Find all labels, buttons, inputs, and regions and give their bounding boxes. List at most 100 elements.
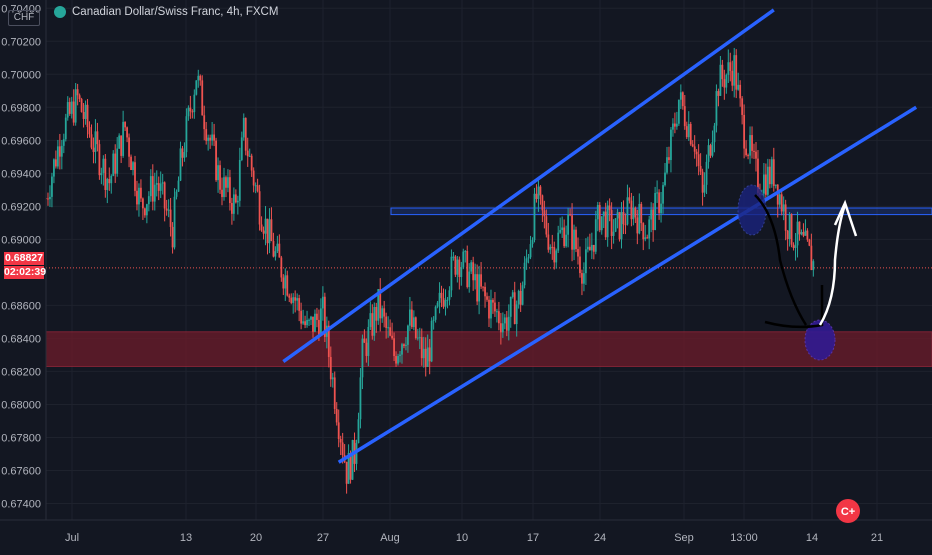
candle-body: [426, 347, 429, 367]
candle-body: [618, 212, 621, 240]
candle-body: [602, 211, 605, 217]
candle-body: [717, 91, 720, 96]
candle-body: [731, 70, 734, 86]
candle-body: [689, 124, 692, 145]
candle-body: [56, 146, 59, 167]
candle-body: [634, 207, 637, 218]
price-tick-label: 0.67800: [1, 432, 41, 444]
candle-body: [341, 442, 344, 456]
candle-body: [440, 292, 443, 299]
candle-body: [155, 183, 158, 185]
candle-body: [416, 337, 419, 339]
candle-body: [612, 231, 615, 236]
candle-body: [776, 184, 779, 205]
symbol-legend[interactable]: Canadian Dollar/Swiss Franc, 4h, FXCM: [54, 6, 278, 18]
candle-body: [331, 377, 334, 380]
candle-body: [185, 116, 188, 153]
candle-body: [126, 127, 128, 138]
candle-body: [753, 150, 755, 152]
candle-body: [697, 154, 700, 166]
candle-body: [145, 204, 148, 216]
time-axis[interactable]: Jul 13 20 27 Aug 10 17 24 Sep 13:00 14 21: [0, 519, 932, 550]
candle-body: [701, 171, 704, 193]
candle-body: [78, 95, 81, 100]
candle-body: [110, 175, 113, 184]
candle-body: [329, 357, 332, 380]
candle-body: [581, 273, 583, 284]
candle-body: [721, 64, 724, 80]
time-tick-label: 20: [250, 532, 262, 544]
candle-body: [638, 203, 641, 234]
candle-body: [92, 147, 95, 152]
candle-body: [365, 342, 368, 356]
price-tick-label: 0.68400: [1, 333, 41, 345]
candle-body: [460, 267, 463, 278]
candle-body: [513, 292, 516, 325]
time-tick-label: 27: [317, 532, 329, 544]
candle-body: [557, 232, 560, 251]
target-ellipse: [804, 319, 836, 361]
candle-body: [205, 129, 208, 141]
candle-body: [383, 308, 386, 317]
candle-body: [140, 187, 142, 199]
candle-body: [373, 306, 376, 336]
candle-body: [229, 177, 231, 204]
candle-body: [507, 316, 510, 331]
candle-body: [260, 224, 263, 231]
candle-body: [442, 298, 445, 307]
currency-label[interactable]: CHF: [8, 10, 40, 26]
candle-body: [53, 159, 55, 177]
candle-body: [588, 246, 591, 251]
candle-body: [319, 308, 322, 336]
candle-body: [551, 246, 554, 248]
channel-lines[interactable]: [282, 8, 918, 464]
candle-body: [545, 216, 548, 235]
candle-body: [304, 321, 306, 326]
price-tick-label: 0.69000: [1, 234, 41, 246]
price-tick-label: 0.69600: [1, 135, 41, 147]
candle-body: [679, 92, 682, 100]
candle-body: [187, 107, 190, 117]
candle-body: [727, 62, 730, 75]
candle-body: [179, 148, 182, 181]
candle-body: [199, 75, 202, 81]
candle-body: [448, 290, 451, 300]
candle-body: [784, 204, 787, 231]
candle-body: [632, 207, 635, 220]
candle-body: [725, 74, 728, 88]
svg-text:C+: C+: [841, 506, 855, 518]
candle-body: [541, 195, 544, 211]
candle-body: [648, 219, 651, 239]
candle-body: [98, 144, 101, 176]
candle-body: [583, 273, 585, 284]
price-tick-label: 0.69200: [1, 201, 41, 213]
candle-body: [157, 183, 160, 191]
candle-body: [766, 166, 769, 195]
candle-body: [82, 111, 85, 119]
candle-body: [54, 159, 57, 167]
candle-body: [250, 155, 253, 171]
candle-body: [234, 194, 237, 203]
drop-path-drawing: [754, 194, 808, 326]
candle-body: [72, 101, 75, 123]
candle-body: [527, 257, 530, 259]
candle-body: [563, 227, 566, 247]
candle-body: [377, 289, 380, 321]
candle-body: [432, 319, 435, 321]
tradingview-logo-icon[interactable]: C+: [833, 498, 863, 524]
candle-body: [622, 212, 625, 225]
candle-body: [193, 94, 196, 113]
freehand-drawings[interactable]: [737, 184, 858, 361]
candle-body: [664, 172, 666, 186]
candle-body: [361, 338, 364, 378]
candle-body: [438, 292, 441, 303]
candle-body: [104, 158, 107, 190]
candle-body: [189, 107, 192, 112]
candle-body: [537, 186, 540, 199]
candle-body: [96, 131, 99, 145]
candle-body: [401, 344, 403, 355]
candle-body: [227, 177, 229, 188]
candle-body: [284, 275, 287, 289]
